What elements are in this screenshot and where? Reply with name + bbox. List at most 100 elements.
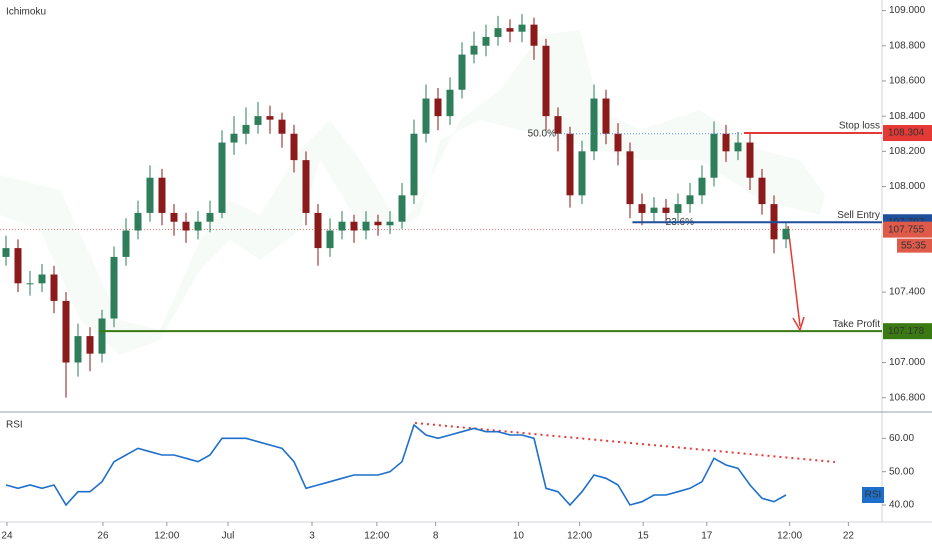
candle-body [326,230,334,249]
candle-body [254,116,262,125]
x-tick-label: 10 [513,531,525,542]
candle-body [782,228,790,240]
x-tick-label: 12:00 [154,531,179,542]
candle-body [578,151,586,196]
candle-body [134,212,142,231]
x-tick-label: 22 [843,531,855,542]
countdown: 55:35 [901,240,926,251]
candle-body [542,45,550,117]
rsi-title: RSI [6,420,23,431]
candle-body [206,212,214,222]
candle-body [662,207,670,213]
candle-body [302,160,310,213]
candle-body [290,133,298,161]
candle-body [422,98,430,134]
candle-body [62,300,70,363]
candle-body [38,274,46,284]
level-price: 108.304 [888,128,925,139]
candle-body [482,36,490,46]
rsi-y-tick-label: 40.00 [889,500,914,511]
candle-body [470,45,478,55]
candle-body [710,133,718,178]
rsi-trendline [414,422,836,463]
candle-body [602,98,610,134]
y-tick-label: 106.800 [889,392,926,403]
y-tick-label: 109.000 [889,5,926,16]
level-price-box [883,125,932,142]
x-tick-label: 8 [433,531,439,542]
y-tick-label: 108.600 [889,76,926,87]
candle-body [266,116,274,120]
x-tick-label: Jul [222,531,235,542]
candle-body [362,221,370,231]
candle-body [2,248,10,257]
candle-body [758,177,766,205]
candle-body [626,151,634,205]
rsi-y-tick-label: 50.00 [889,466,914,477]
rsi-label: RSI [865,490,882,501]
last-price-box [883,221,932,238]
x-tick-label: 26 [97,531,109,542]
candle-body [242,124,250,134]
arrow-head [792,316,805,332]
y-tick-label: 107.400 [889,287,926,298]
x-tick-label: 24 [1,531,13,542]
candle-body [110,256,118,319]
candle-body [170,212,178,222]
candle-body [122,230,130,257]
candle-body [518,24,526,32]
candle-body [674,204,682,213]
x-tick-label: 12:00 [777,531,802,542]
level-name: Stop loss [839,121,880,132]
candle-body [734,142,742,152]
candle-body [746,142,754,178]
candle-body [698,177,706,196]
last-price-label: 107.755 [888,224,925,235]
candle-body [338,221,346,231]
candle-body [350,221,358,231]
rsi-line [5,423,787,507]
x-tick-label: 3 [309,531,315,542]
y-tick-label: 108.000 [889,181,926,192]
candle-body [458,54,466,90]
candle-body [650,207,658,213]
candle-body [218,142,226,213]
y-tick-label: 108.800 [889,40,926,51]
x-tick-label: 17 [701,531,713,542]
level-name: Take Profit [833,319,880,330]
rsi-label-box [862,487,884,503]
candle-body [146,177,154,213]
candle-body [74,336,82,363]
candle-body [398,195,406,222]
candle-body [194,221,202,231]
level-name: Sell Entry [837,210,880,221]
candle-body [98,318,106,354]
candle-body [374,221,382,226]
candle-body [278,119,286,134]
candle-body [530,24,538,46]
y-tick-label: 107.000 [889,357,926,368]
candle-body [26,283,34,285]
y-tick-label: 108.400 [889,111,926,122]
candle-body [182,221,190,231]
candle-body [590,98,598,152]
candle-body [386,221,394,226]
candle-body [686,195,694,205]
indicator-name: Ichimoku [6,7,46,18]
candle-body [230,133,238,143]
countdown-box [897,238,932,253]
x-tick-label: 12:00 [364,531,389,542]
candle-body [14,248,22,284]
rsi-y-tick-label: 60.00 [889,433,914,444]
x-tick-label: 12:00 [567,531,592,542]
candle-body [494,28,502,37]
candle-body [158,177,166,213]
candle-body [506,28,514,32]
arrow-shaft [787,225,801,327]
candle-body [638,204,646,213]
fib-label: 50.0% [528,128,556,139]
candle-body [86,336,94,354]
y-tick-label: 108.200 [889,146,926,157]
